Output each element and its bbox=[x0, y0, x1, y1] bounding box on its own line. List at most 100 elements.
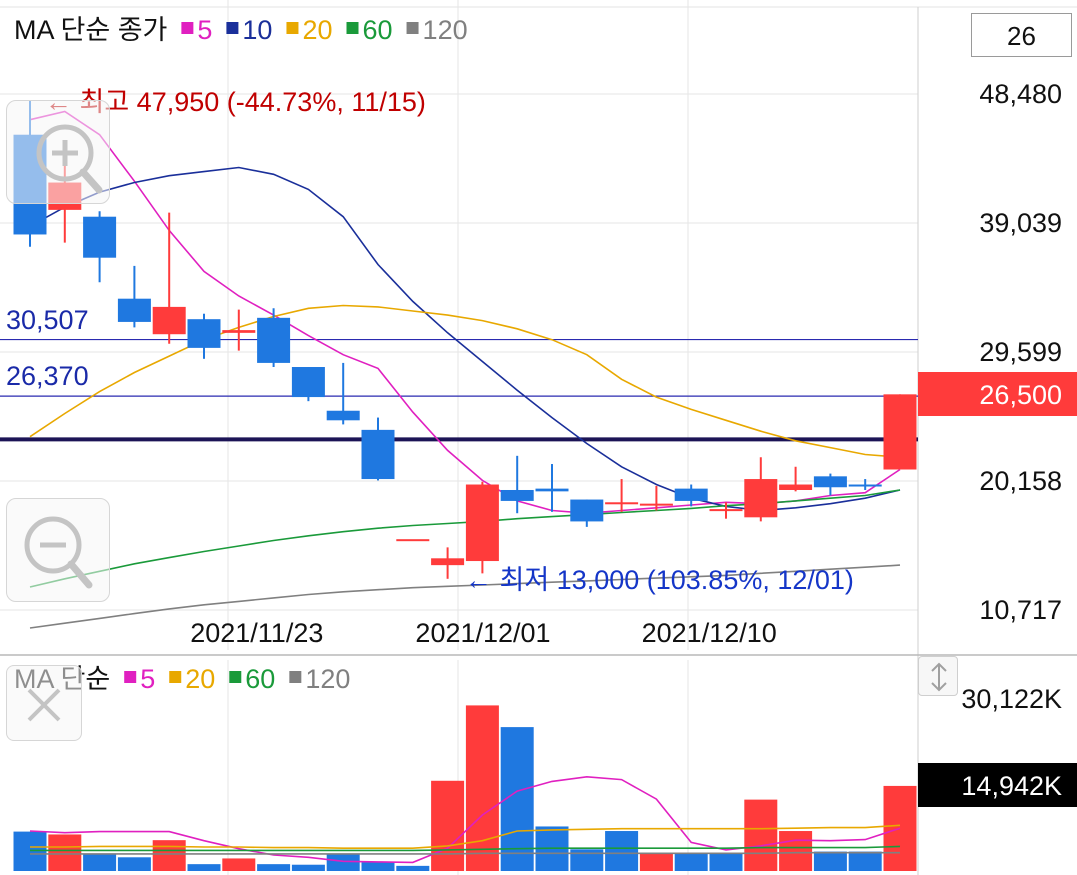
zoom-in-icon bbox=[36, 124, 103, 194]
legend-item-label: 60 bbox=[363, 15, 393, 45]
legend-swatch bbox=[226, 22, 239, 34]
candle-body bbox=[848, 484, 882, 487]
volume-bar bbox=[813, 851, 847, 871]
volume-bar bbox=[291, 864, 325, 871]
legend-item-label: 5 bbox=[197, 15, 212, 45]
candle bbox=[396, 539, 430, 542]
volume-bar bbox=[257, 864, 291, 871]
y-tick-label: 10,717 bbox=[979, 595, 1062, 625]
candle-body bbox=[431, 558, 465, 566]
candle-body bbox=[291, 367, 325, 398]
vertical-resize-icon bbox=[931, 662, 947, 692]
candle-body bbox=[152, 306, 186, 335]
volume-bar bbox=[674, 852, 708, 871]
close-icon bbox=[27, 688, 61, 722]
volume-bar bbox=[639, 852, 673, 871]
volume-bar bbox=[848, 851, 882, 871]
volume-bar bbox=[361, 862, 395, 871]
zoom-out-button[interactable] bbox=[6, 498, 110, 602]
visible-count-box[interactable]: 26 bbox=[971, 13, 1072, 57]
volume-bar bbox=[605, 831, 639, 871]
legend-swatch bbox=[346, 22, 359, 34]
price-moving-averages bbox=[29, 110, 901, 629]
volume-bar bbox=[83, 853, 117, 871]
volume-bar bbox=[13, 831, 47, 871]
candle bbox=[605, 479, 639, 512]
candle bbox=[83, 211, 117, 283]
candle bbox=[361, 417, 395, 481]
candle-body bbox=[396, 539, 430, 542]
candle-body bbox=[222, 330, 256, 333]
volume-ma-line-5 bbox=[29, 775, 901, 864]
volume-bar bbox=[48, 834, 82, 871]
y-tick-label: 48,480 bbox=[979, 79, 1062, 109]
legend-swatch bbox=[286, 22, 299, 34]
candle-body bbox=[744, 479, 778, 518]
candle-body bbox=[883, 394, 917, 470]
x-tick-label: 2021/11/23 bbox=[190, 618, 323, 648]
candle-body bbox=[117, 298, 151, 322]
zoom-out-icon bbox=[24, 516, 93, 589]
legend-item-label: 10 bbox=[242, 15, 272, 45]
volume-bar bbox=[187, 864, 221, 871]
level-lines bbox=[0, 338, 918, 442]
ma-line-20 bbox=[29, 304, 901, 458]
candle-body bbox=[187, 319, 221, 348]
candle bbox=[465, 481, 499, 574]
volume-bar bbox=[152, 840, 186, 871]
candle bbox=[709, 502, 743, 519]
y-tick-label: 20,158 bbox=[979, 466, 1062, 496]
volume-bar bbox=[744, 799, 778, 871]
legend-swatch bbox=[124, 671, 137, 683]
legend-item-label: 60 bbox=[245, 664, 275, 694]
zoom-in-button[interactable] bbox=[6, 100, 110, 204]
candle bbox=[674, 484, 708, 507]
candle bbox=[639, 485, 673, 511]
close-indicator-button[interactable] bbox=[6, 665, 82, 741]
candle bbox=[570, 499, 604, 527]
level-upper-label: 30,507 bbox=[6, 305, 89, 335]
x-tick-label: 2021/12/10 bbox=[642, 618, 777, 648]
current-price-tag bbox=[918, 372, 1077, 416]
candle bbox=[431, 547, 465, 579]
candle bbox=[779, 466, 813, 492]
candle bbox=[152, 212, 186, 344]
volume-bar bbox=[431, 780, 465, 871]
annotations: ← 최고 47,950 (-44.73%, 11/15)← 최저 13,000 … bbox=[6, 87, 854, 595]
price-legend: MA 단순 종가 5 10 20 60 120 bbox=[14, 15, 468, 45]
legend-swatch bbox=[229, 671, 242, 683]
volume-moving-averages bbox=[29, 775, 901, 864]
legend-swatch bbox=[406, 22, 419, 34]
volume-y-tick-label: 30,122K bbox=[961, 684, 1062, 714]
volume-bar bbox=[396, 865, 430, 871]
candle bbox=[744, 457, 778, 522]
candle bbox=[326, 362, 360, 425]
volume-bar bbox=[779, 831, 813, 871]
current-price-label: 26,500 bbox=[979, 380, 1062, 410]
legend-swatch bbox=[169, 671, 182, 683]
candle-body bbox=[674, 488, 708, 501]
candle-body bbox=[570, 499, 604, 522]
candle bbox=[500, 455, 534, 514]
candle-body bbox=[500, 489, 534, 501]
volume-bar bbox=[465, 705, 499, 871]
volume-bar bbox=[570, 849, 604, 871]
legend-swatch bbox=[181, 22, 194, 34]
candle-body bbox=[361, 429, 395, 480]
candle bbox=[883, 394, 917, 470]
volume-ma-line-120 bbox=[30, 851, 900, 855]
legend-item-label: 120 bbox=[423, 15, 468, 45]
low-annotation: ← 최저 13,000 (103.85%, 12/01) bbox=[465, 565, 854, 595]
candle bbox=[117, 265, 151, 328]
level-lower-label: 26,370 bbox=[6, 361, 89, 391]
resize-panel-button[interactable] bbox=[918, 656, 958, 696]
candle-body bbox=[83, 216, 117, 258]
candle bbox=[291, 367, 325, 402]
candle-body bbox=[709, 509, 743, 512]
legend-item-label: 20 bbox=[185, 664, 215, 694]
volume-bar bbox=[326, 854, 360, 871]
candle-body bbox=[605, 502, 639, 505]
volume-bar bbox=[117, 857, 151, 871]
candle bbox=[222, 309, 256, 351]
